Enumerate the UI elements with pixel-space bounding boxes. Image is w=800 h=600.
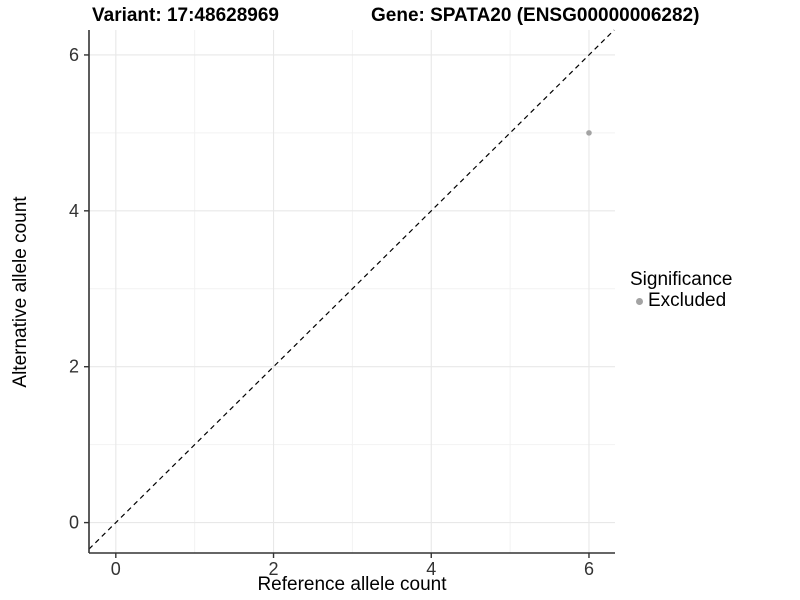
legend-title: Significance [630, 269, 733, 290]
plot-title-variant: Variant: 17:48628969 [92, 5, 279, 26]
legend-point-icon [636, 297, 643, 305]
legend: Significance Excluded [630, 270, 732, 311]
x-tick-label: 6 [584, 559, 594, 579]
y-tick-label: 4 [69, 201, 79, 221]
x-tick-label: 4 [426, 559, 436, 579]
identity-line [88, 29, 615, 550]
x-tick-label: 0 [111, 559, 121, 579]
y-tick-label: 6 [69, 45, 79, 65]
legend-item-excluded: Excluded [630, 291, 732, 311]
legend-item-label: Excluded [648, 290, 727, 311]
x-tick-label: 2 [269, 559, 279, 579]
y-tick-label: 0 [69, 513, 79, 533]
plot-title-gene: Gene: SPATA20 (ENSG00000006282) [371, 5, 700, 26]
y-axis-title: Alternative allele count [10, 196, 31, 388]
x-axis-title: Reference allele count [257, 574, 447, 595]
y-tick-label: 2 [69, 357, 79, 377]
data-point [586, 130, 592, 136]
